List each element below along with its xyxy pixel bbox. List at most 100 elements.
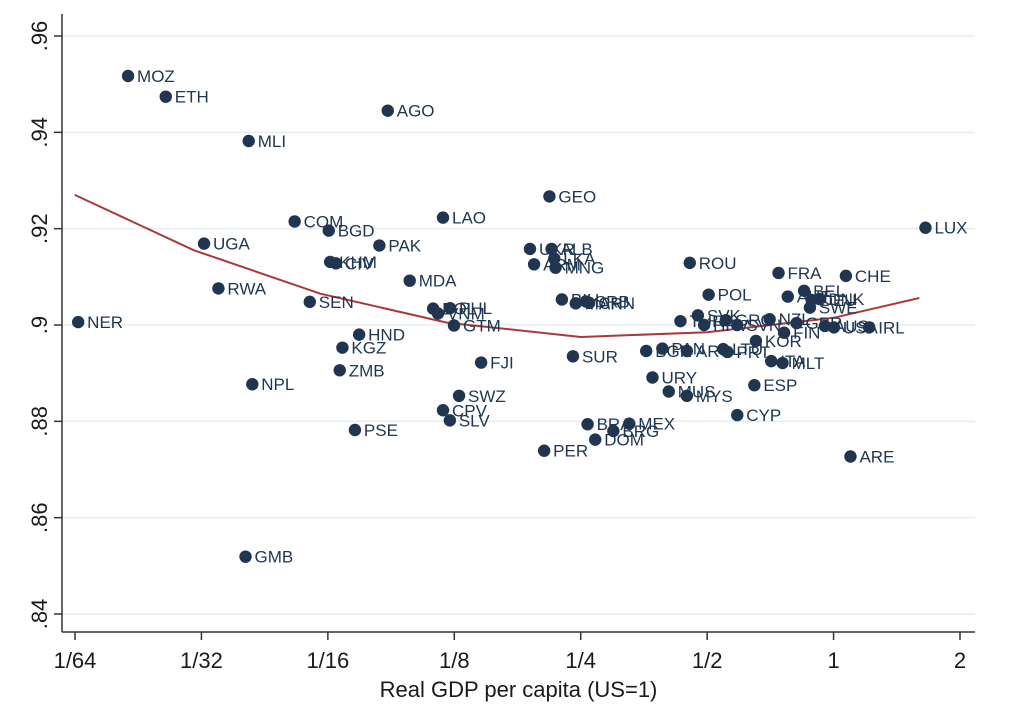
point-label: DEU xyxy=(821,291,857,310)
point-label: RWA xyxy=(227,279,266,298)
x-tick-label: 1/16 xyxy=(306,648,349,673)
point-vnm: VNM xyxy=(431,304,485,323)
gridlines xyxy=(62,35,975,615)
point-label: GEO xyxy=(558,187,596,206)
point-marker xyxy=(431,307,445,320)
point-mlt: MLT xyxy=(776,354,824,373)
point-label: ALB xyxy=(561,240,593,259)
point-marker xyxy=(523,242,537,256)
point-label: KOR xyxy=(765,332,802,351)
point-marker xyxy=(863,321,876,334)
point-marker xyxy=(443,301,457,315)
point-mda: MDA xyxy=(403,272,457,291)
point-per: PER xyxy=(537,442,588,461)
point-marker xyxy=(607,424,620,438)
point-label: MAR xyxy=(585,294,623,313)
point-marker xyxy=(555,293,569,306)
point-che: CHE xyxy=(839,267,891,286)
point-prt: PRT xyxy=(721,343,770,362)
point-label: GTM xyxy=(463,316,501,335)
point-label: MEX xyxy=(638,415,675,434)
point-fji: FJI xyxy=(474,354,514,373)
point-marker xyxy=(566,350,580,363)
point-marker xyxy=(329,257,343,270)
point-marker xyxy=(381,104,394,117)
x-tick-label: 1/64 xyxy=(54,648,97,673)
y-ticks: .84 .86 .88 .9 .92 .94 .96 xyxy=(27,21,62,629)
point-marker xyxy=(827,321,841,334)
x-axis-title: Real GDP per capita (US=1) xyxy=(380,677,658,702)
point-hnd: HND xyxy=(352,326,405,345)
point-marker xyxy=(749,334,763,348)
point-gmb: GMB xyxy=(239,548,293,567)
point-label: CHE xyxy=(855,267,891,286)
point-bra: BRA xyxy=(581,415,632,434)
point-marker xyxy=(772,266,785,280)
point-marker xyxy=(447,319,461,332)
point-marker xyxy=(691,309,705,322)
point-irl: IRL xyxy=(863,318,905,337)
point-marker xyxy=(623,417,636,430)
x-tick-label: 1 xyxy=(827,648,839,673)
point-marker xyxy=(549,261,562,274)
point-label: BRG xyxy=(622,422,659,441)
point-marker xyxy=(159,90,172,103)
point-marker xyxy=(569,297,582,310)
point-label: CHN xyxy=(598,294,635,313)
point-label: PHL xyxy=(459,299,492,318)
point-eth: ETH xyxy=(159,88,209,107)
point-label: MOZ xyxy=(137,67,175,86)
point-label: HND xyxy=(368,326,405,345)
point-label: KGZ xyxy=(351,339,386,358)
point-label: MLT xyxy=(792,354,825,373)
point-label: AUS xyxy=(834,317,869,336)
point-marker xyxy=(781,290,794,303)
point-marker xyxy=(436,211,450,224)
point-bgd: BGD xyxy=(322,222,375,241)
point-marker xyxy=(646,371,659,384)
point-fra: FRA xyxy=(772,264,822,283)
point-marker xyxy=(333,364,346,377)
point-marker xyxy=(336,341,349,354)
point-sur: SUR xyxy=(566,347,618,366)
point-label: PSE xyxy=(364,421,398,440)
point-marker xyxy=(352,328,366,341)
point-label: SEN xyxy=(319,293,354,312)
point-gtm: GTM xyxy=(447,316,501,335)
point-marker xyxy=(748,379,761,392)
point-marker xyxy=(674,314,687,328)
point-mys: MYS xyxy=(680,387,733,406)
point-label: MNG xyxy=(565,259,605,278)
point-ago: AGO xyxy=(381,102,435,121)
point-marker xyxy=(776,356,789,370)
point-marker xyxy=(763,313,776,326)
point-label: FRA xyxy=(788,264,823,283)
point-label: CYP xyxy=(746,406,781,425)
point-label: SUR xyxy=(582,347,618,366)
point-label: ARE xyxy=(859,447,894,466)
point-marker xyxy=(443,414,457,427)
point-label: VNM xyxy=(447,304,485,323)
point-mng: MNG xyxy=(549,259,604,278)
point-label: PER xyxy=(553,442,588,461)
point-label: LTU xyxy=(732,340,763,359)
point-marker xyxy=(731,318,744,332)
point-label: GRC xyxy=(735,311,773,330)
point-swz: SWZ xyxy=(452,387,506,406)
point-label: PAK xyxy=(388,237,421,256)
point-label: NER xyxy=(87,313,123,332)
point-mex: MEX xyxy=(623,415,675,434)
point-cpv: CPV xyxy=(436,401,488,420)
point-marker xyxy=(197,237,211,250)
point-marker xyxy=(403,274,416,287)
point-rou: ROU xyxy=(683,254,737,273)
point-label: PRT xyxy=(736,343,770,362)
point-marker xyxy=(589,433,602,446)
point-lao: LAO xyxy=(436,209,486,228)
point-uga: UGA xyxy=(197,235,251,254)
point-marker xyxy=(839,269,853,283)
point-marker xyxy=(71,315,85,329)
point-marker xyxy=(813,292,826,306)
point-moz: MOZ xyxy=(121,67,175,86)
